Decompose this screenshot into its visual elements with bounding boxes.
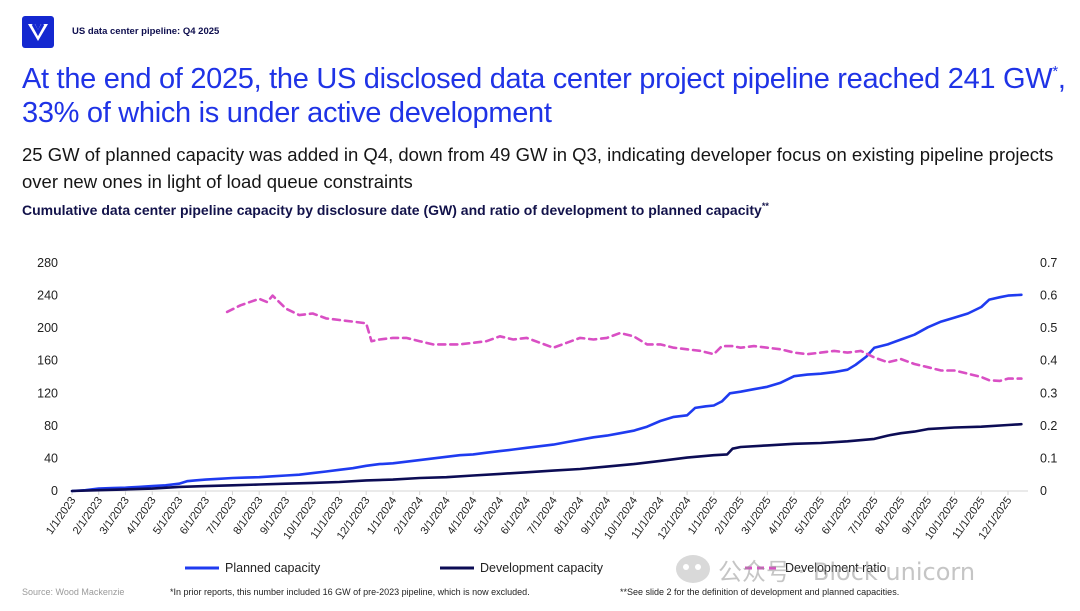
legend-label: Development capacity xyxy=(480,561,604,575)
footnote-definitions: **See slide 2 for the definition of deve… xyxy=(620,587,900,597)
company-logo-icon xyxy=(22,16,54,48)
chart-title-footnote-marker: ** xyxy=(761,201,769,211)
y-left-tick-label: 0 xyxy=(51,484,58,498)
development-capacity-line xyxy=(70,422,1023,493)
y-left-tick-label: 160 xyxy=(37,354,58,368)
y-right-tick-label: 0.1 xyxy=(1040,451,1057,465)
y-left-tick-label: 120 xyxy=(37,386,58,400)
development-ratio-line xyxy=(225,294,1023,383)
footnote-pre-2023: *In prior reports, this number included … xyxy=(170,587,530,597)
chart-title-text: Cumulative data center pipeline capacity… xyxy=(22,202,762,218)
source-note: Source: Wood Mackenzie xyxy=(22,587,125,597)
headline-footnote-marker: * xyxy=(1052,63,1058,80)
y-right-tick-label: 0.4 xyxy=(1040,354,1057,368)
y-left-tick-label: 240 xyxy=(37,289,58,303)
y-left-tick-label: 40 xyxy=(44,451,58,465)
page-subhead: 25 GW of planned capacity was added in Q… xyxy=(22,144,1054,192)
header-tag: US data center pipeline: Q4 2025 xyxy=(72,26,220,37)
y-right-tick-label: 0.6 xyxy=(1040,289,1057,303)
y-right-tick-label: 0.3 xyxy=(1040,386,1057,400)
y-left-tick-label: 280 xyxy=(37,256,58,270)
y-right-tick-label: 0.2 xyxy=(1040,419,1057,433)
y-right-tick-label: 0 xyxy=(1040,484,1047,498)
y-right-tick-label: 0.5 xyxy=(1040,321,1057,335)
planned-capacity-line xyxy=(70,293,1023,493)
headline-part2: , 33% of which is under active developme… xyxy=(22,63,1066,129)
y-right-tick-label: 0.7 xyxy=(1040,256,1057,270)
y-left-tick-label: 200 xyxy=(37,321,58,335)
y-left-tick-label: 80 xyxy=(44,419,58,433)
legend-label: Planned capacity xyxy=(225,561,321,575)
chart-title: Cumulative data center pipeline capacity… xyxy=(22,201,1072,219)
legend-label: Development ratio xyxy=(785,561,886,575)
page-headline: At the end of 2025, the US disclosed dat… xyxy=(22,62,1067,130)
headline-part1: At the end of 2025, the US disclosed dat… xyxy=(22,63,1053,95)
